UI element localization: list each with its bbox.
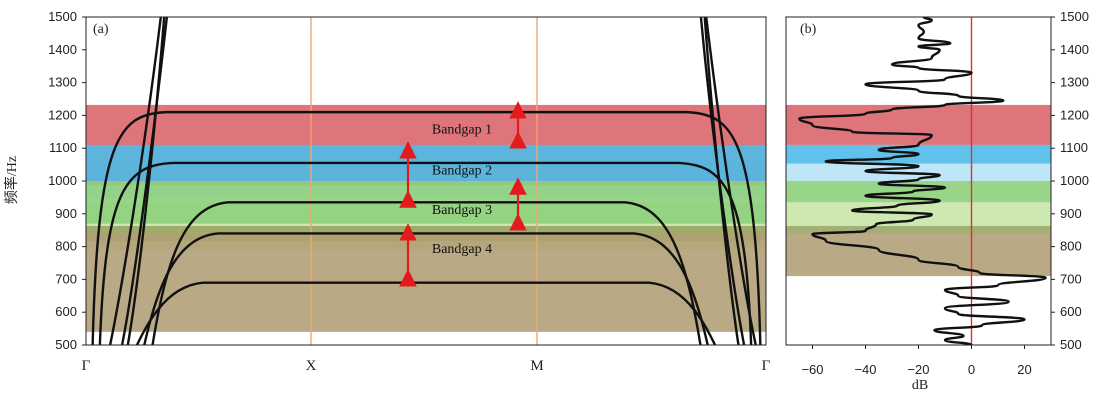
y-tick-label-right: 900 (1060, 206, 1082, 221)
x-tick-label: 20 (1017, 362, 1031, 377)
y-tick-label: 1400 (48, 42, 77, 57)
y-tick-label: 1100 (49, 140, 77, 155)
y-tick-label: 500 (55, 337, 77, 352)
dispersion-branch (135, 281, 717, 345)
y-tick-label-right: 700 (1060, 271, 1082, 286)
bandgap-label: Bandgap 1 (432, 123, 492, 138)
x-axis-title-db: dB (912, 378, 928, 393)
dispersion-branch (120, 17, 169, 345)
x-symmetry-label: M (530, 358, 543, 374)
panel-label-a: (a) (93, 22, 109, 37)
y-tick-label: 1500 (48, 9, 77, 24)
panel-label-b: (b) (800, 22, 817, 37)
x-symmetry-label: X (306, 358, 317, 374)
y-tick-label-right: 1100 (1060, 140, 1088, 155)
y-tick-label-right: 1000 (1060, 173, 1089, 188)
x-symmetry-label: Γ (82, 358, 91, 374)
x-symmetry-label: Γ (762, 358, 771, 374)
dispersion-curves (91, 17, 762, 345)
panel-b: −60 −40 −20 0 20 500 600 700 800 900 1000 1100 1200 1… (785, 9, 1089, 377)
x-tick-label: 0 (968, 362, 975, 377)
band-region (786, 233, 1051, 277)
y-axis-title: 频率/Hz (3, 156, 20, 204)
bandgap-label: Bandgap 4 (432, 242, 492, 257)
dispersion-branch (108, 17, 162, 345)
y-tick-label: 700 (55, 271, 77, 286)
y-tick-label-right: 600 (1060, 304, 1082, 319)
dispersion-branch (704, 17, 757, 345)
band-region (786, 104, 1051, 145)
dispersion-branch (91, 110, 762, 345)
x-tick-label: −60 (801, 362, 823, 377)
y-tick-label: 1300 (48, 75, 77, 90)
y-tick-label: 1000 (48, 173, 77, 188)
panel-a: 500 600 700 800 900 1000 1100 1200 1300 1400 1500 Γ… (48, 9, 771, 374)
x-tick-label: −20 (907, 362, 929, 377)
dispersion-branch (151, 201, 702, 345)
transmission-curve (798, 17, 1047, 345)
y-tick-label-right: 500 (1060, 337, 1082, 352)
y-tick-label-right: 800 (1060, 239, 1082, 254)
band-region (786, 181, 1051, 203)
y-tick-label-right: 1200 (1060, 107, 1089, 122)
y-tick-label-right: 1300 (1060, 75, 1089, 90)
dispersion-branch (703, 17, 740, 345)
y-tick-label: 1200 (48, 107, 77, 122)
band-region (786, 225, 1051, 234)
dispersion-branch (98, 161, 753, 345)
y-tick-label-right: 1400 (1060, 42, 1089, 57)
y-tick-label: 800 (55, 239, 77, 254)
y-tick-label: 600 (55, 304, 77, 319)
x-tick-label: −40 (854, 362, 876, 377)
y-tick-label-right: 1500 (1060, 9, 1089, 24)
dispersion-branch (143, 232, 709, 345)
bandgap-label: Bandgap 2 (432, 164, 492, 179)
band-region (786, 163, 1051, 181)
y-tick-label: 900 (55, 206, 77, 221)
bandgap-label: Bandgap 3 (432, 203, 492, 218)
dispersion-branch (699, 17, 746, 345)
dispersion-branch (126, 17, 166, 345)
